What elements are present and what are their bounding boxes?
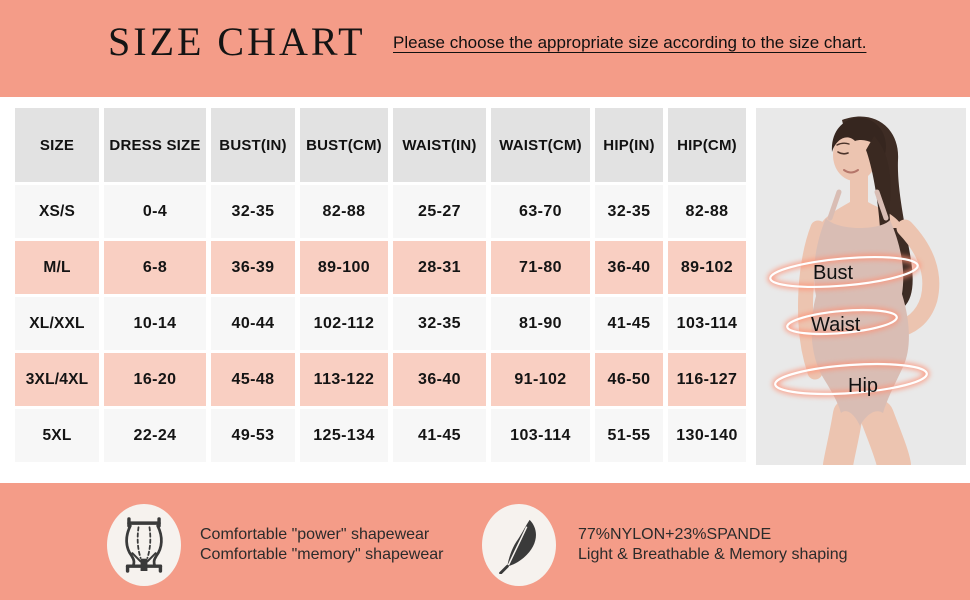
table-row: XL/XXL 10-14 40-44 102-112 32-35 81-90 41-45 10… (15, 297, 746, 350)
left-arm (798, 220, 826, 380)
value-cell: 116-127 (668, 353, 746, 406)
fabric-feature-text: 77%NYLON+23%SPANDE Light & Breathable & … (578, 525, 847, 565)
feather-icon (499, 519, 536, 574)
value-cell: 28-31 (393, 241, 486, 294)
waist-label: Waist (811, 314, 861, 336)
value-cell: 16-20 (104, 353, 206, 406)
right-leg (860, 399, 911, 482)
value-cell: 36-40 (393, 353, 486, 406)
hip-label: Hip (848, 375, 878, 397)
value-cell: 41-45 (393, 409, 486, 462)
value-cell: 130-140 (668, 409, 746, 462)
value-cell: 71-80 (491, 241, 590, 294)
size-cell: XS/S (15, 185, 99, 238)
value-cell: 41-45 (595, 297, 663, 350)
shapewear-feature-text: Comfortable "power" shapewear Comfortabl… (200, 525, 443, 565)
right-arm (888, 219, 940, 338)
value-cell: 113-122 (300, 353, 388, 406)
value-cell: 103-114 (491, 409, 590, 462)
hip-ring (772, 361, 930, 397)
size-cell: M/L (15, 241, 99, 294)
column-header: HIP(CM) (668, 108, 746, 182)
value-cell: 51-55 (595, 409, 663, 462)
bust-label: Bust (813, 262, 853, 284)
model-photo: Bust Waist Hip (756, 108, 966, 482)
waist-ring (784, 307, 900, 337)
value-cell: 103-114 (668, 297, 746, 350)
column-header: WAIST(CM) (491, 108, 590, 182)
shapewear-feature-badge (107, 504, 181, 586)
value-cell: 89-102 (668, 241, 746, 294)
left-leg (823, 399, 863, 480)
value-cell: 22-24 (104, 409, 206, 462)
value-cell: 63-70 (491, 185, 590, 238)
size-table-body: XS/S 0-4 32-35 82-88 25-27 63-70 32-35 82-88 M/L… (15, 185, 746, 462)
column-header: SIZE (15, 108, 99, 182)
column-header: BUST(CM) (300, 108, 388, 182)
value-cell: 45-48 (211, 353, 295, 406)
page-subtitle: Please choose the appropriate size accor… (393, 33, 867, 52)
value-cell: 40-44 (211, 297, 295, 350)
table-row: 3XL/4XL 16-20 45-48 113-122 36-40 91-102 46-50… (15, 353, 746, 406)
value-cell: 82-88 (668, 185, 746, 238)
value-cell: 91-102 (491, 353, 590, 406)
column-header: HIP(IN) (595, 108, 663, 182)
column-header: DRESS SIZE (104, 108, 206, 182)
eyebrow (836, 142, 850, 146)
value-cell: 0-4 (104, 185, 206, 238)
right-strap (874, 189, 889, 221)
smile (843, 169, 859, 174)
table-row: 5XL 22-24 49-53 125-134 41-45 103-114 51-55 130… (15, 409, 746, 462)
value-cell: 102-112 (300, 297, 388, 350)
feature-line: Comfortable "power" shapewear (200, 526, 430, 543)
shapewear-garment-icon (125, 517, 163, 573)
page-title: SIZE CHART (108, 19, 366, 64)
feature-line: Comfortable "memory" shapewear (200, 546, 444, 563)
hair-front (831, 117, 886, 154)
value-cell: 89-100 (300, 241, 388, 294)
value-cell: 32-35 (595, 185, 663, 238)
model-figure-illustration: Bust Waist Hip (756, 108, 966, 482)
bodysuit (811, 218, 909, 426)
left-strap (827, 189, 842, 221)
value-cell: 10-14 (104, 297, 206, 350)
size-cell: 5XL (15, 409, 99, 462)
value-cell: 82-88 (300, 185, 388, 238)
column-header: WAIST(IN) (393, 108, 486, 182)
fabric-feature-badge (482, 504, 556, 586)
size-table-header: SIZE DRESS SIZE BUST(IN) BUST(CM) WAIST(IN) W… (15, 108, 746, 182)
table-row: XS/S 0-4 32-35 82-88 25-27 63-70 32-35 82-88 (15, 185, 746, 238)
size-table: SIZE DRESS SIZE BUST(IN) BUST(CM) WAIST(IN) W… (10, 105, 751, 465)
value-cell: 36-39 (211, 241, 295, 294)
value-cell: 46-50 (595, 353, 663, 406)
value-cell: 125-134 (300, 409, 388, 462)
feature-line: Light & Breathable & Memory shaping (578, 546, 848, 563)
bust-ring (767, 254, 921, 290)
feature-line: 77%NYLON+23%SPANDE (578, 526, 772, 543)
face (833, 129, 877, 181)
value-cell: 81-90 (491, 297, 590, 350)
size-cell: 3XL/4XL (15, 353, 99, 406)
value-cell: 32-35 (211, 185, 295, 238)
column-header: BUST(IN) (211, 108, 295, 182)
value-cell: 36-40 (595, 241, 663, 294)
closed-eye (837, 151, 849, 155)
value-cell: 32-35 (393, 297, 486, 350)
value-cell: 25-27 (393, 185, 486, 238)
value-cell: 49-53 (211, 409, 295, 462)
value-cell: 6-8 (104, 241, 206, 294)
table-row: M/L 6-8 36-39 89-100 28-31 71-80 36-40 89-102 (15, 241, 746, 294)
size-cell: XL/XXL (15, 297, 99, 350)
